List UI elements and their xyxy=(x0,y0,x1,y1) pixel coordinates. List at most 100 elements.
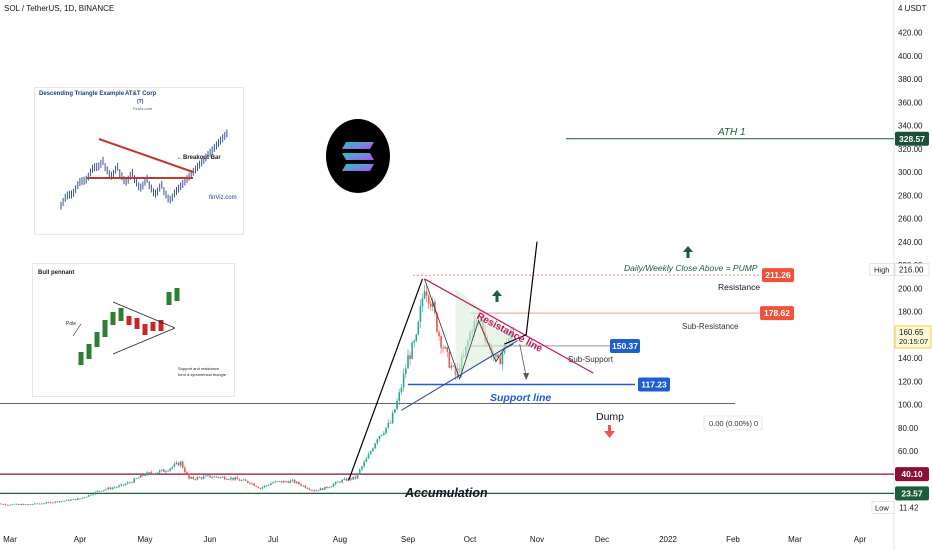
y-tick-label: 180.00 xyxy=(898,308,923,317)
candle-body xyxy=(83,497,86,499)
green-level-price-tag: 23.57 xyxy=(901,488,923,498)
candle-body xyxy=(405,368,407,374)
candle-body xyxy=(160,469,163,471)
candle-body xyxy=(396,400,398,410)
x-tick-label: Apr xyxy=(854,535,867,544)
candle-body xyxy=(352,476,354,480)
inset2-candle xyxy=(126,316,132,325)
candle-body xyxy=(63,500,65,502)
candle-body xyxy=(228,479,230,480)
y-tick-label: 380.00 xyxy=(898,75,923,84)
y-tick-label: 240.00 xyxy=(898,238,923,247)
candle-body xyxy=(122,484,125,486)
candle-body xyxy=(18,504,20,505)
candle-body xyxy=(425,291,428,296)
candle-body xyxy=(192,477,195,479)
candle-body xyxy=(385,427,387,434)
sub-resistance-label: Sub-Resistance xyxy=(682,322,739,331)
candle-body xyxy=(43,503,45,505)
candle-body xyxy=(103,490,105,492)
candle-body xyxy=(61,501,63,502)
candle-body xyxy=(423,291,426,299)
candle-body xyxy=(409,355,411,360)
dump-down-arrow-shaft xyxy=(608,425,611,431)
solana-logo xyxy=(326,119,390,193)
candle-body xyxy=(194,478,197,480)
inset2-candle xyxy=(174,288,180,301)
candle-body xyxy=(326,486,328,488)
dump-label: Dump xyxy=(596,411,624,423)
bull-pennant-example-image: Bull pennant Pole Support and resistance… xyxy=(32,263,235,397)
candle-body xyxy=(427,295,430,304)
candle-body xyxy=(207,475,209,477)
candle-body xyxy=(407,355,409,369)
candle-body xyxy=(65,499,68,501)
y-tick-label: 100.00 xyxy=(898,401,923,410)
y-tick-label: 120.00 xyxy=(898,377,923,386)
ath-price-tag-bg xyxy=(895,131,929,146)
x-tick-label: Nov xyxy=(530,535,544,544)
y-tick-label: 60.00 xyxy=(898,447,919,456)
support-price-tag: 117.23 xyxy=(641,379,667,389)
time-axis[interactable]: Mar Apr May Jun Jul Aug Sep Oct Nov Dec 2022 Feb Mar… xyxy=(3,535,866,544)
inset1-source: Finviz.com xyxy=(133,106,153,111)
inset2-candle xyxy=(118,308,124,321)
red-level-price-tag: 40.10 xyxy=(901,469,923,479)
candle-body xyxy=(56,501,59,503)
candle-body xyxy=(54,501,56,503)
high-label-box xyxy=(869,263,895,276)
candle-body xyxy=(217,477,220,478)
candle-body xyxy=(116,487,118,488)
inset2-candle xyxy=(142,324,148,335)
candle-body xyxy=(120,484,122,486)
candle-body xyxy=(45,502,47,504)
pump-up-arrow-shaft xyxy=(686,252,690,258)
low-price-tag: 11.42 xyxy=(899,503,919,512)
candle-body xyxy=(175,462,178,464)
candle-body xyxy=(298,481,300,485)
candle-body xyxy=(202,476,205,479)
support-trendline xyxy=(401,340,518,411)
x-tick-label: May xyxy=(137,535,152,544)
inset2-candle xyxy=(110,312,116,325)
currency-label: 4 USDT xyxy=(898,4,927,13)
candle-body xyxy=(429,303,432,307)
candle-body xyxy=(179,461,182,466)
candle-body xyxy=(363,461,365,467)
candle-body xyxy=(15,503,18,505)
candle-body xyxy=(501,352,504,365)
candle-body xyxy=(90,494,92,496)
candle-body xyxy=(345,478,348,481)
symbol-header[interactable]: SOL / TetherUS, 1D, BINANCE xyxy=(4,4,115,13)
candle-body xyxy=(81,497,83,499)
inset2-candle xyxy=(134,318,140,329)
candle-body xyxy=(13,503,16,505)
candle-body xyxy=(0,503,2,505)
candle-body xyxy=(341,479,343,483)
y-tick-label: 400.00 xyxy=(898,52,923,61)
candle-body xyxy=(411,342,413,360)
candle-body xyxy=(232,477,234,480)
candle-body xyxy=(105,489,107,491)
candle-body xyxy=(448,351,451,368)
candle-body xyxy=(402,373,405,388)
support-line-label: Support line xyxy=(490,392,551,404)
y-tick-label: 140.00 xyxy=(898,354,923,363)
pump-up-arrow-head xyxy=(683,246,693,252)
candle-body xyxy=(181,461,184,468)
candle-body xyxy=(221,476,224,478)
candle-body xyxy=(58,501,61,503)
candle-body xyxy=(265,485,268,487)
horizontal-levels xyxy=(0,138,894,494)
candle-body xyxy=(304,485,307,488)
inset2-title: Bull pennant xyxy=(38,270,75,276)
candle-body xyxy=(36,503,38,505)
candle-body xyxy=(4,504,7,505)
candle-body xyxy=(512,331,515,333)
candle-body xyxy=(205,475,207,477)
candle-body xyxy=(394,409,396,413)
candle-body xyxy=(343,478,346,480)
inset1-resistance xyxy=(98,138,194,173)
candle-body xyxy=(139,474,142,478)
